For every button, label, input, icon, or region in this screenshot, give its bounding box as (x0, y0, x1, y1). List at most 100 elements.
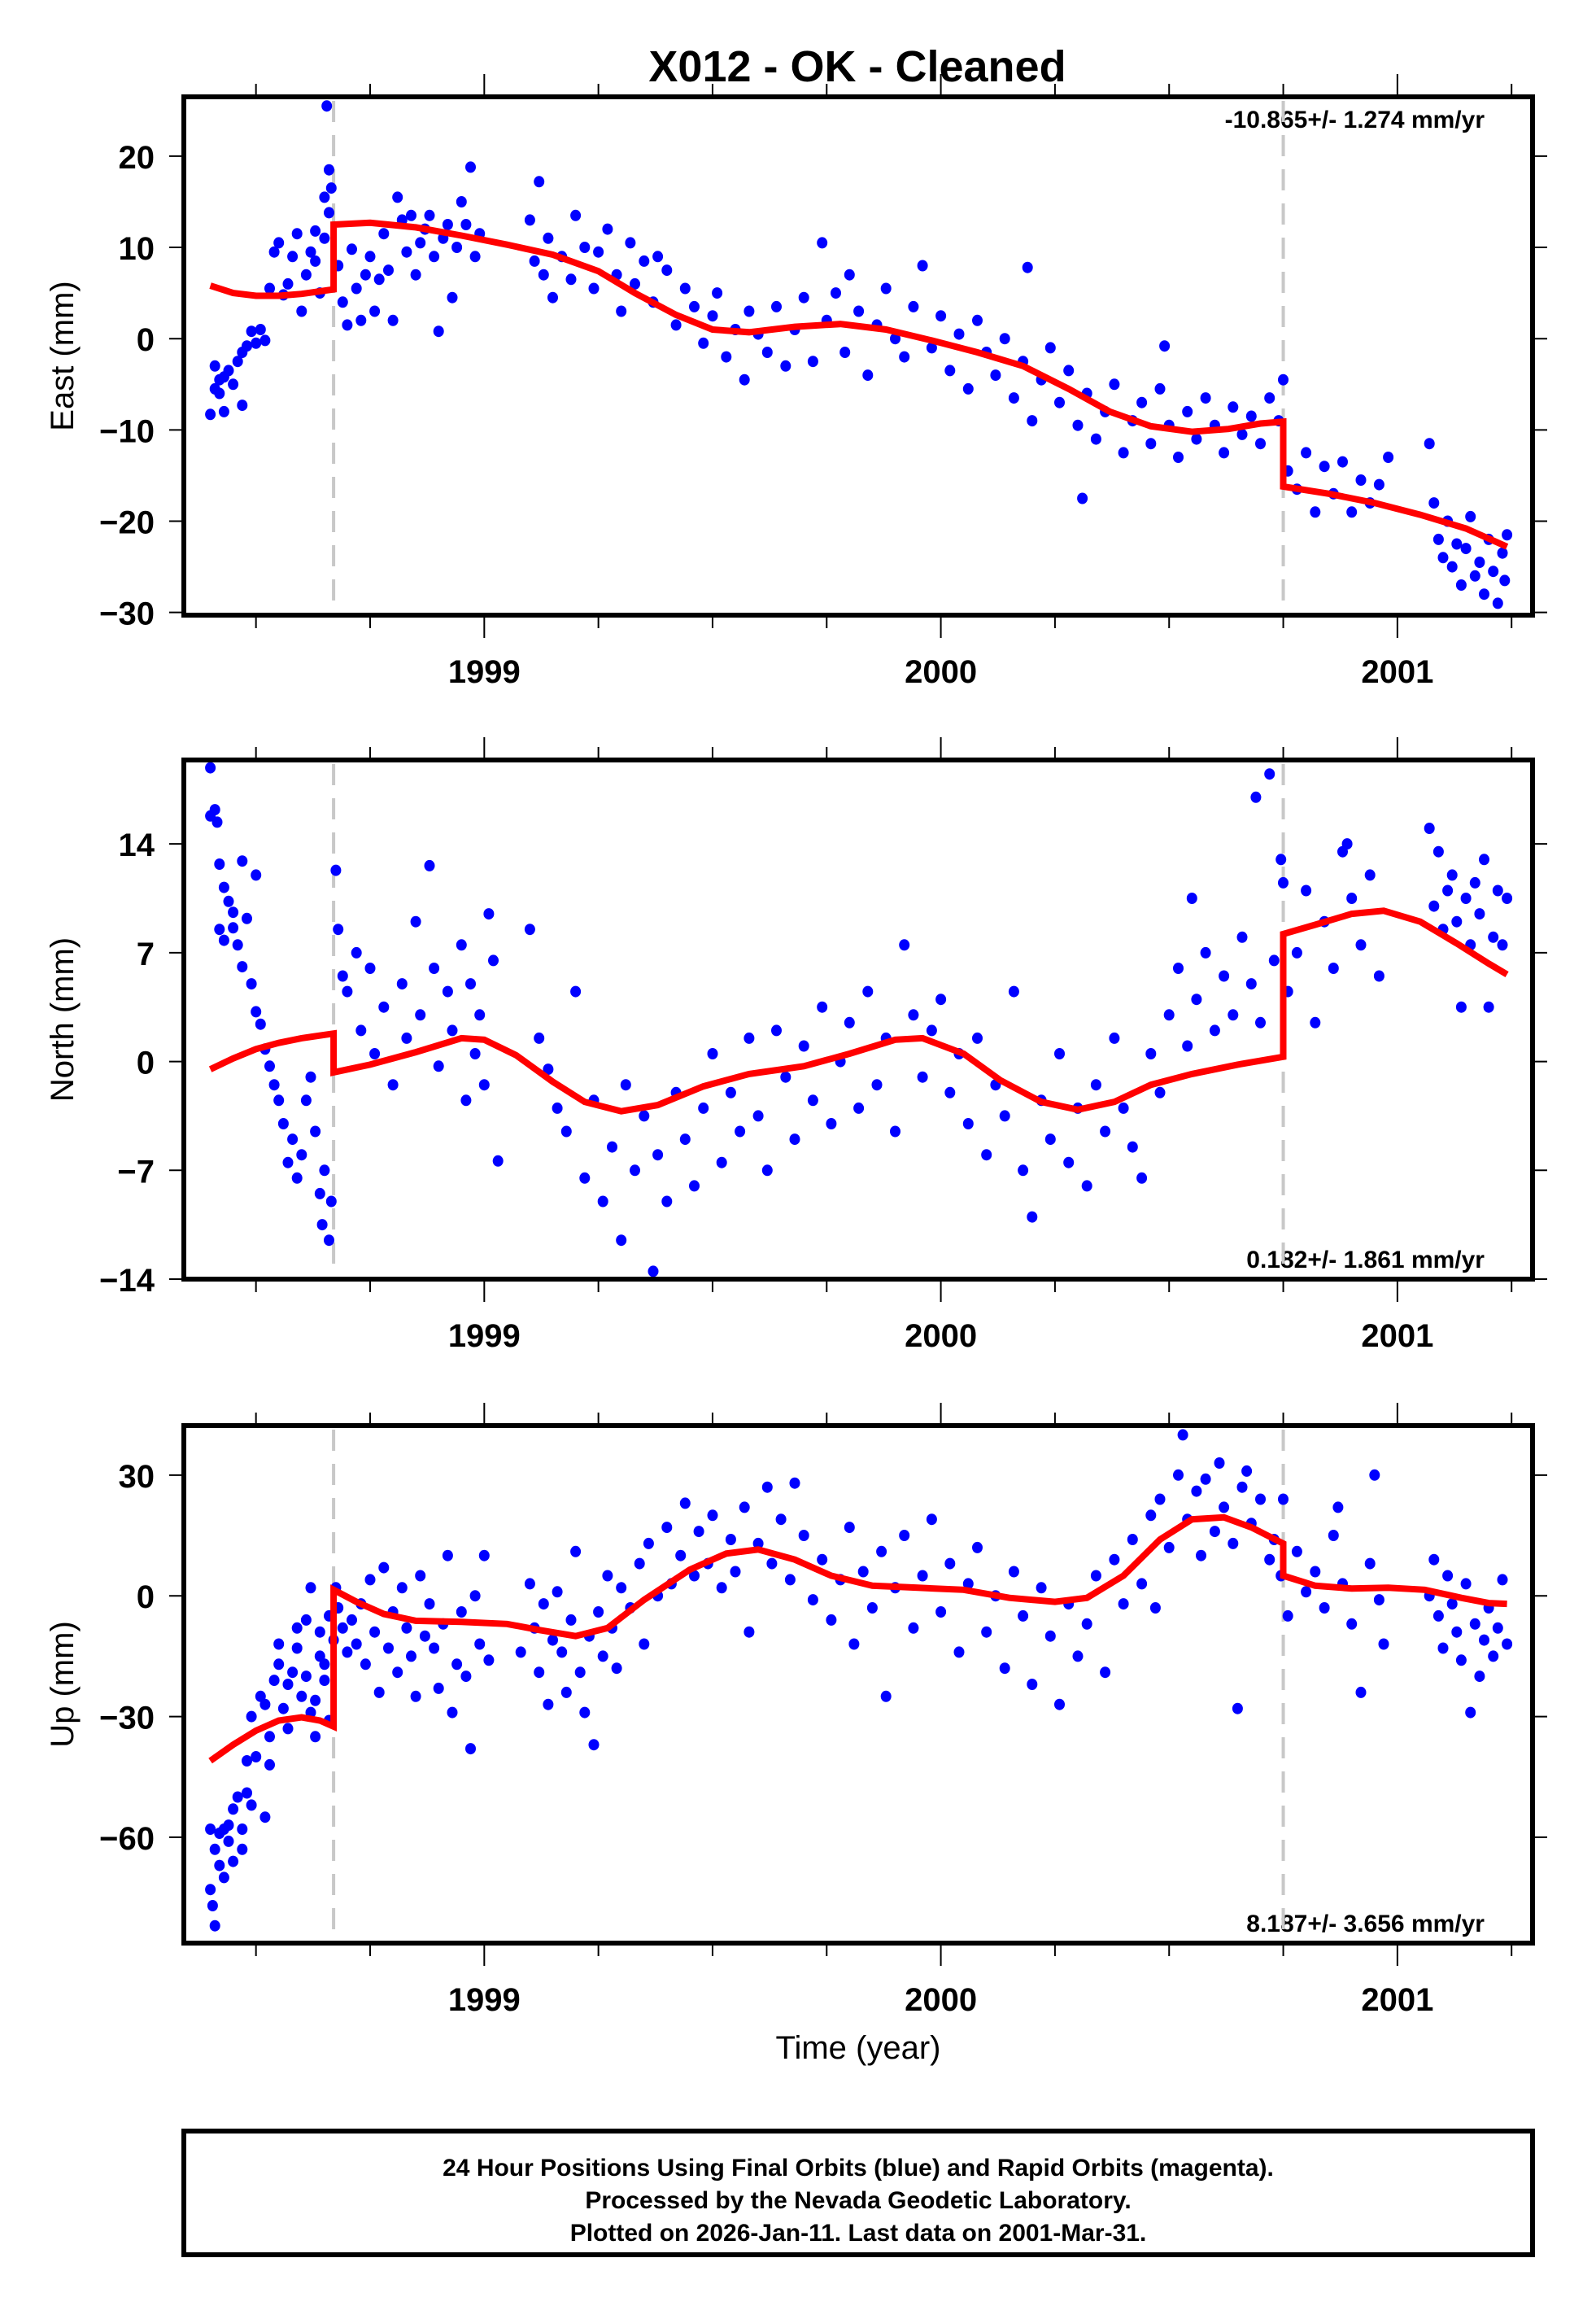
data-point (214, 387, 225, 400)
east-panel: East (mm) -10.865+/- 1.274 mm/yr 1999 200… (45, 74, 1547, 690)
data-point (469, 1590, 481, 1602)
data-point (310, 1125, 321, 1138)
data-point (1200, 392, 1211, 404)
data-point (447, 1024, 458, 1037)
data-point (1310, 1016, 1321, 1029)
data-point (483, 1654, 495, 1666)
data-point (483, 908, 495, 920)
y-tick-label: −7 (117, 1154, 155, 1190)
data-point (237, 961, 248, 973)
data-point (831, 287, 841, 299)
data-point (406, 209, 416, 221)
data-point (743, 305, 755, 317)
rate-label-north: 0.182+/- 1.861 mm/yr (1246, 1247, 1485, 1273)
data-point (1355, 1686, 1367, 1698)
data-point (1373, 478, 1385, 491)
data-point (218, 934, 229, 946)
data-point (1497, 939, 1508, 951)
data-point (1149, 1602, 1161, 1614)
data-point (1502, 893, 1513, 904)
data-point (1219, 1501, 1230, 1513)
x-tick-label: 2001 (1361, 1982, 1433, 2018)
data-point (725, 1086, 736, 1098)
data-point (442, 985, 453, 998)
data-point (1219, 970, 1230, 982)
data-point (1200, 1473, 1211, 1485)
data-point (1492, 597, 1503, 609)
data-point (296, 305, 307, 317)
x-tick-label: 1999 (448, 1318, 521, 1354)
data-point (1282, 1609, 1293, 1622)
data-point (1451, 538, 1463, 550)
data-point (1373, 1594, 1385, 1606)
data-point (552, 1102, 563, 1114)
data-point (1159, 340, 1171, 352)
data-point (871, 1079, 883, 1091)
data-point (1460, 1578, 1472, 1590)
data-point (1488, 1650, 1499, 1662)
data-point (1346, 893, 1358, 904)
data-point (223, 895, 234, 907)
data-point (415, 1570, 426, 1582)
data-point (337, 970, 348, 982)
x-axis-label: Time (year) (776, 2030, 941, 2066)
data-point (579, 1706, 591, 1719)
data-point (1432, 845, 1444, 858)
up-panel: Up (mm) 8.187+/- 3.656 mm/yr 1999 2000 200… (45, 1403, 1547, 2018)
data-point (743, 1626, 755, 1638)
data-point (456, 939, 467, 951)
data-point (1081, 1180, 1092, 1192)
data-point (342, 319, 353, 331)
x-tick-label: 2001 (1361, 1318, 1433, 1354)
data-point (355, 1024, 367, 1037)
data-point (1446, 561, 1458, 573)
data-point (1081, 1618, 1092, 1630)
data-point (972, 1032, 983, 1044)
data-point (547, 291, 558, 304)
data-point (246, 1710, 257, 1723)
data-point (373, 273, 385, 286)
data-point (1018, 1164, 1029, 1177)
data-point (1022, 261, 1033, 273)
data-point (1109, 1032, 1120, 1044)
data-point (1428, 1553, 1440, 1566)
data-point (1118, 1102, 1129, 1114)
y-tick-label: −30 (99, 1701, 155, 1736)
data-point (616, 305, 627, 317)
data-point (1455, 579, 1467, 591)
data-point (1319, 461, 1330, 473)
data-point (679, 282, 691, 295)
data-point (442, 219, 453, 230)
data-point (347, 1614, 357, 1626)
data-point (962, 1118, 974, 1129)
data-point (1275, 854, 1287, 866)
data-point (761, 347, 773, 358)
footer-line-1: 24 Hour Positions Using Final Orbits (bl… (443, 2155, 1274, 2182)
data-point (228, 1855, 239, 1867)
data-point (1378, 1638, 1389, 1650)
data-point (739, 373, 750, 386)
data-point (1072, 419, 1084, 431)
data-point (207, 1900, 218, 1911)
up-points (205, 1429, 1513, 1932)
data-point (342, 985, 353, 998)
data-point (1044, 342, 1056, 354)
data-point (433, 1060, 444, 1072)
data-point (232, 939, 243, 951)
data-point (1455, 1001, 1467, 1013)
data-point (424, 859, 435, 871)
data-point (560, 1125, 572, 1138)
data-point (675, 1549, 687, 1561)
data-point (1341, 838, 1353, 850)
data-point (593, 246, 604, 258)
y-tick-label: −20 (99, 504, 155, 540)
data-point (534, 1666, 545, 1679)
data-point (890, 333, 900, 345)
data-point (1044, 1630, 1056, 1642)
data-point (857, 1566, 869, 1578)
data-point (844, 1016, 855, 1029)
rate-label-up: 8.187+/- 3.656 mm/yr (1246, 1911, 1485, 1937)
data-point (953, 328, 965, 340)
data-point (574, 1666, 586, 1679)
data-point (1145, 438, 1157, 450)
